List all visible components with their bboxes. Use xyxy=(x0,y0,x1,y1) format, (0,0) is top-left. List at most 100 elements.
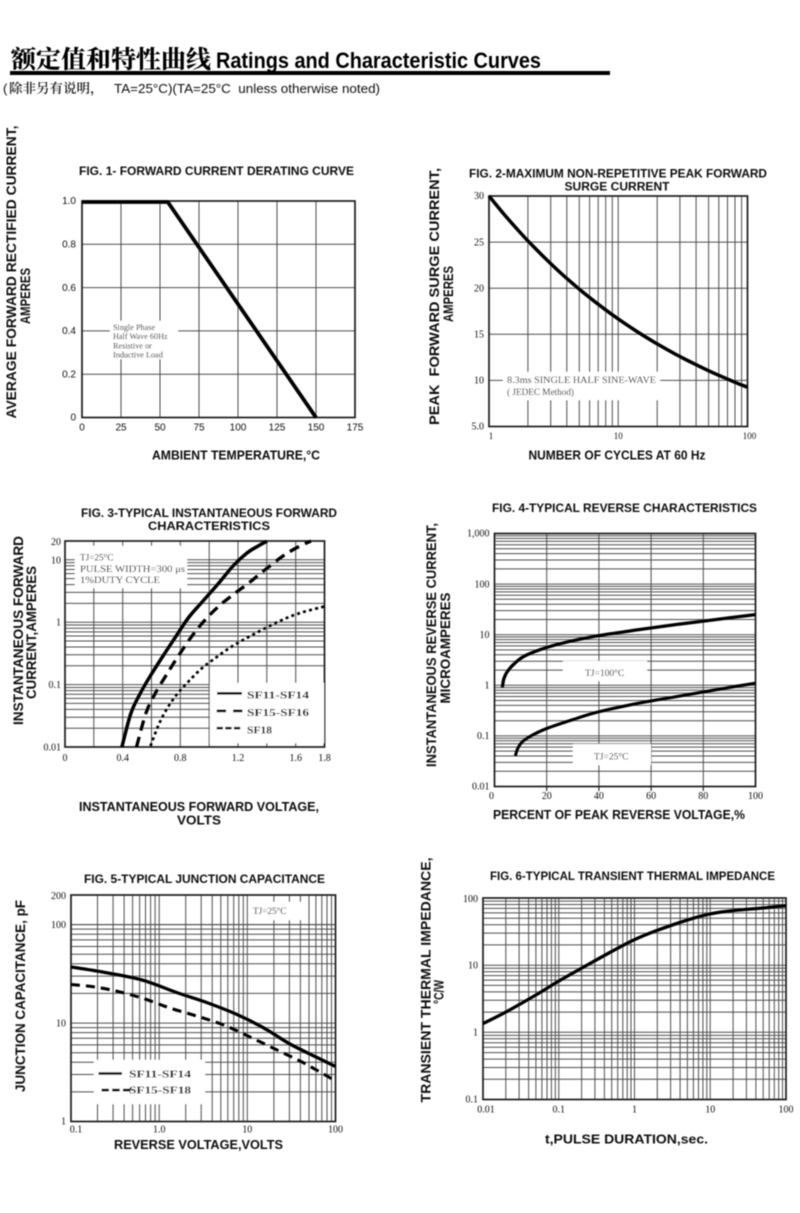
svg-text:10: 10 xyxy=(614,431,624,441)
svg-text:FIG. 3-TYPICAL INSTANTANEOUS F: FIG. 3-TYPICAL INSTANTANEOUS FORWARD xyxy=(81,508,337,520)
svg-text:20: 20 xyxy=(51,537,61,548)
svg-text:1: 1 xyxy=(56,618,61,629)
svg-text:0: 0 xyxy=(489,791,494,802)
svg-text:SF11-SF14: SF11-SF14 xyxy=(129,1068,192,1080)
svg-text:200: 200 xyxy=(51,891,66,902)
svg-text:10: 10 xyxy=(242,1125,252,1136)
svg-text:150: 150 xyxy=(308,423,325,434)
svg-text:1: 1 xyxy=(632,1105,637,1116)
svg-text:CHARACTERISTICS: CHARACTERISTICS xyxy=(148,521,270,533)
svg-text:PERCENT OF PEAK REVERSE VOLTAG: PERCENT OF PEAK REVERSE VOLTAGE,% xyxy=(493,808,745,822)
svg-text:SF18: SF18 xyxy=(247,725,273,737)
svg-text:FIG. 6-TYPICAL TRANSIENT THERM: FIG. 6-TYPICAL TRANSIENT THERMAL IMPEDAN… xyxy=(490,871,775,883)
svg-text:TA=25°C)(TA=25°C unless other: TA=25°C)(TA=25°C unless otherwise noted) xyxy=(114,82,380,96)
svg-text:20: 20 xyxy=(542,791,552,802)
svg-text:1.0: 1.0 xyxy=(62,196,76,207)
svg-text:10: 10 xyxy=(468,960,478,971)
svg-text:TЈ=25°C: TЈ=25°C xyxy=(253,906,286,916)
svg-text:10: 10 xyxy=(56,1018,66,1029)
svg-text:8.3ms SINGLE HALF SINE-WAVE: 8.3ms SINGLE HALF SINE-WAVE xyxy=(507,376,656,386)
svg-text:125: 125 xyxy=(269,423,286,434)
svg-text:1.6: 1.6 xyxy=(289,753,302,764)
svg-text:TRANSIENT THERMAL IMPEDANCE,: TRANSIENT THERMAL IMPEDANCE, xyxy=(419,858,434,1103)
svg-text:0.01: 0.01 xyxy=(477,1105,495,1116)
svg-text:1: 1 xyxy=(473,1028,478,1039)
svg-text:50: 50 xyxy=(154,423,166,434)
svg-text:Inductive Load: Inductive Load xyxy=(113,351,163,360)
svg-text:1: 1 xyxy=(61,1117,66,1128)
svg-text:40: 40 xyxy=(594,791,604,802)
svg-text:100: 100 xyxy=(779,1105,794,1116)
svg-text:JUNCTION CAPACITANCE, pF: JUNCTION CAPACITANCE, pF xyxy=(13,900,28,1092)
svg-text:°C/W: °C/W xyxy=(432,980,447,1004)
svg-text:5.0: 5.0 xyxy=(472,422,485,433)
svg-text:0.6: 0.6 xyxy=(62,283,76,294)
svg-text:Resistive or: Resistive or xyxy=(113,341,152,350)
svg-text:INSTANTANEOUS FORWARD VOLTAGE,: INSTANTANEOUS FORWARD VOLTAGE, xyxy=(79,800,319,814)
svg-text:100: 100 xyxy=(475,579,490,590)
svg-text:80: 80 xyxy=(698,791,708,802)
svg-text:0.01: 0.01 xyxy=(44,743,62,754)
svg-text:Half Wave 60Hz: Half Wave 60Hz xyxy=(113,332,168,341)
svg-text:100: 100 xyxy=(748,791,763,802)
svg-text:100: 100 xyxy=(743,431,757,441)
svg-text:Single Phase: Single Phase xyxy=(113,323,155,332)
svg-text:AMBIENT TEMPERATURE,°C: AMBIENT TEMPERATURE,°C xyxy=(152,449,320,463)
svg-text:1.0: 1.0 xyxy=(153,1125,166,1136)
svg-text:0.8: 0.8 xyxy=(62,240,76,251)
svg-text:(: ( xyxy=(3,81,8,96)
svg-text:SF11-SF14: SF11-SF14 xyxy=(247,689,310,701)
svg-text:100: 100 xyxy=(463,894,478,905)
svg-text:SF15-SF18: SF15-SF18 xyxy=(129,1085,192,1097)
svg-text:REVERSE VOLTAGE,VOLTS: REVERSE VOLTAGE,VOLTS xyxy=(114,1138,283,1152)
svg-text:TЈ=25°C: TЈ=25°C xyxy=(594,752,629,763)
svg-text:100: 100 xyxy=(328,1125,343,1136)
svg-text:0.2: 0.2 xyxy=(62,369,76,380)
svg-text:0.1: 0.1 xyxy=(466,1095,479,1106)
svg-text:VOLTS: VOLTS xyxy=(177,814,221,828)
svg-text:t,PULSE DURATION,sec.: t,PULSE DURATION,sec. xyxy=(545,1133,708,1147)
svg-text:FIG. 4-TYPICAL REVERSE CHARACT: FIG. 4-TYPICAL REVERSE CHARACTERISTICS xyxy=(492,503,757,515)
svg-text:10: 10 xyxy=(480,630,490,641)
svg-text:1.2: 1.2 xyxy=(232,753,245,764)
svg-text:0.8: 0.8 xyxy=(174,753,187,764)
svg-text:PULSE WIDTH=300 μs: PULSE WIDTH=300 μs xyxy=(80,564,185,574)
svg-text:SF15-SF16: SF15-SF16 xyxy=(247,707,310,719)
svg-text:0.1: 0.1 xyxy=(553,1105,566,1116)
svg-text:0.1: 0.1 xyxy=(477,731,490,742)
svg-text:60: 60 xyxy=(646,791,656,802)
svg-text:AMPERES: AMPERES xyxy=(18,268,33,324)
svg-text:1%DUTY CYCLE: 1%DUTY CYCLE xyxy=(80,575,160,585)
svg-text:INSTANTANEOUS REVERSE CURRENT,: INSTANTANEOUS REVERSE CURRENT, xyxy=(424,523,439,767)
svg-text:TЈ=25°C: TЈ=25°C xyxy=(80,553,113,563)
svg-text:175: 175 xyxy=(347,423,364,434)
svg-text:AMPERES: AMPERES xyxy=(441,266,456,322)
svg-text:TЈ=100°C: TЈ=100°C xyxy=(585,668,624,679)
svg-text:10: 10 xyxy=(51,555,61,566)
svg-text:MICROAMPERES: MICROAMPERES xyxy=(438,593,453,704)
svg-text:15: 15 xyxy=(474,330,484,341)
svg-text:PEAK FORWARD SURGE CURRENT,: PEAK FORWARD SURGE CURRENT, xyxy=(427,168,442,425)
svg-text:FIG. 5-TYPICAL JUNCTION CAPACI: FIG. 5-TYPICAL JUNCTION CAPACITANCE xyxy=(84,874,325,886)
svg-text:25: 25 xyxy=(474,237,484,248)
svg-text:INSTANTANEOUS FORWARD: INSTANTANEOUS FORWARD xyxy=(11,536,26,725)
svg-text:1: 1 xyxy=(485,681,490,692)
svg-text:0.01: 0.01 xyxy=(472,782,490,793)
svg-text:1.8: 1.8 xyxy=(318,753,331,764)
svg-text:1,000: 1,000 xyxy=(467,529,490,540)
svg-text:0: 0 xyxy=(63,753,68,764)
svg-text:1: 1 xyxy=(489,431,494,441)
svg-text:NUMBER OF CYCLES AT 60 Hz: NUMBER OF CYCLES AT 60 Hz xyxy=(529,449,706,463)
svg-text:100: 100 xyxy=(230,423,247,434)
svg-text:Ratings and Characteristic Cur: Ratings and Characteristic Curves xyxy=(216,48,541,73)
svg-text:AVERAGE FORWARD RECTIFIED CURR: AVERAGE FORWARD RECTIFIED CURRENT, xyxy=(4,126,19,419)
svg-text:10: 10 xyxy=(705,1105,715,1116)
svg-text:0.4: 0.4 xyxy=(116,753,129,764)
svg-text:20: 20 xyxy=(474,283,484,294)
svg-text:0.1: 0.1 xyxy=(49,680,62,691)
svg-text:100: 100 xyxy=(51,920,66,931)
svg-text:75: 75 xyxy=(193,423,205,434)
svg-text:0: 0 xyxy=(70,413,76,424)
svg-text:0: 0 xyxy=(79,423,85,434)
svg-text:SURGE CURRENT: SURGE CURRENT xyxy=(565,182,670,194)
